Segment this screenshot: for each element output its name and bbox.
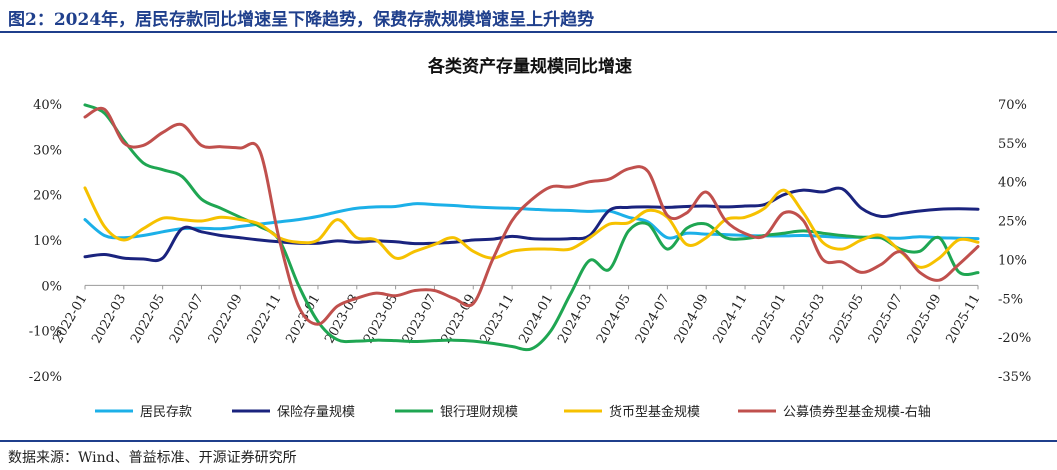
legend: 居民存款 保险存量规模 银行理财规模 货币型基金规模 公募债券型基金规模-右轴 [95,404,931,420]
right-tick-label: 40% [998,176,1027,191]
legend-label: 银行理财规模 [440,405,518,420]
x-tick-label: 2025-07 [866,292,906,346]
right-tick-label: -35% [998,370,1031,385]
x-tick-label: 2025-03 [788,292,828,346]
left-tick-label: -10% [29,325,62,340]
bottom-rule [0,440,1057,442]
chart-title: 各类资产存量规模同比增速 [427,56,632,77]
x-tick-label: 2024-05 [594,292,634,346]
left-tick-label: 30% [33,143,62,158]
series-line [83,106,980,326]
right-tick-label: 10% [998,253,1027,268]
source-note: 数据来源：Wind、普益标准、开源证券研究所 [8,450,297,466]
x-tick-label: 2023-07 [400,292,440,346]
legend-label: 保险存量规模 [277,405,355,420]
x-tick-label: 2022-03 [89,292,129,346]
series-layer [83,103,980,352]
figure-title: 图2：2024年，居民存款同比增速呈下降趋势，保费存款规模增速呈上升趋势 [8,10,595,30]
right-tick-label: -20% [998,331,1031,346]
series-line [83,103,980,352]
right-tick-label: 25% [998,215,1027,230]
top-rule [0,31,1057,33]
x-tick-label: 2022-05 [128,292,168,346]
x-tick-label: 2023-05 [361,292,401,346]
x-tick-label: 2023-11 [478,292,518,346]
x-tick-label: 2024-01 [516,292,556,346]
right-tick-label: 55% [998,137,1027,152]
right-tick-label: 70% [998,98,1027,113]
x-tick-label: 2024-11 [711,292,751,346]
x-tick-label: 2025-09 [905,292,945,346]
series-line [83,186,980,263]
right-tick-label: -5% [998,292,1023,307]
x-tick-label: 2025-05 [827,292,867,346]
x-tick-label: 2024-03 [555,292,595,346]
left-tick-label: 10% [33,234,62,249]
axes: -20% -10% 0% 10% 20% 30% 40% -35% -20% -5% 10% 25% 4… [29,98,1032,385]
x-tick-label: 2022-11 [245,292,285,346]
legend-label: 公募债券型基金规模-右轴 [783,404,931,420]
legend-label: 居民存款 [140,405,192,420]
legend-label: 货币型基金规模 [609,404,700,420]
series-line [83,186,980,269]
left-tick-label: 0% [41,279,62,294]
x-tick-label: 2024-09 [672,292,712,346]
x-tick-label: 2025-11 [943,292,983,346]
x-tick-label: 2022-09 [206,292,246,346]
left-tick-label: -20% [29,370,62,385]
x-tick-label: 2025-01 [749,292,789,346]
series-line [83,202,980,241]
left-tick-label: 40% [33,98,62,113]
x-tick-label: 2022-07 [167,292,207,346]
x-tick-label: 2024-07 [633,292,673,346]
chart: 各类资产存量规模同比增速 -20%-10%0%10%20%30%40%-35%-… [29,56,1032,420]
left-tick-label: 20% [33,189,62,204]
x-tick-label: 2022-01 [50,292,90,346]
